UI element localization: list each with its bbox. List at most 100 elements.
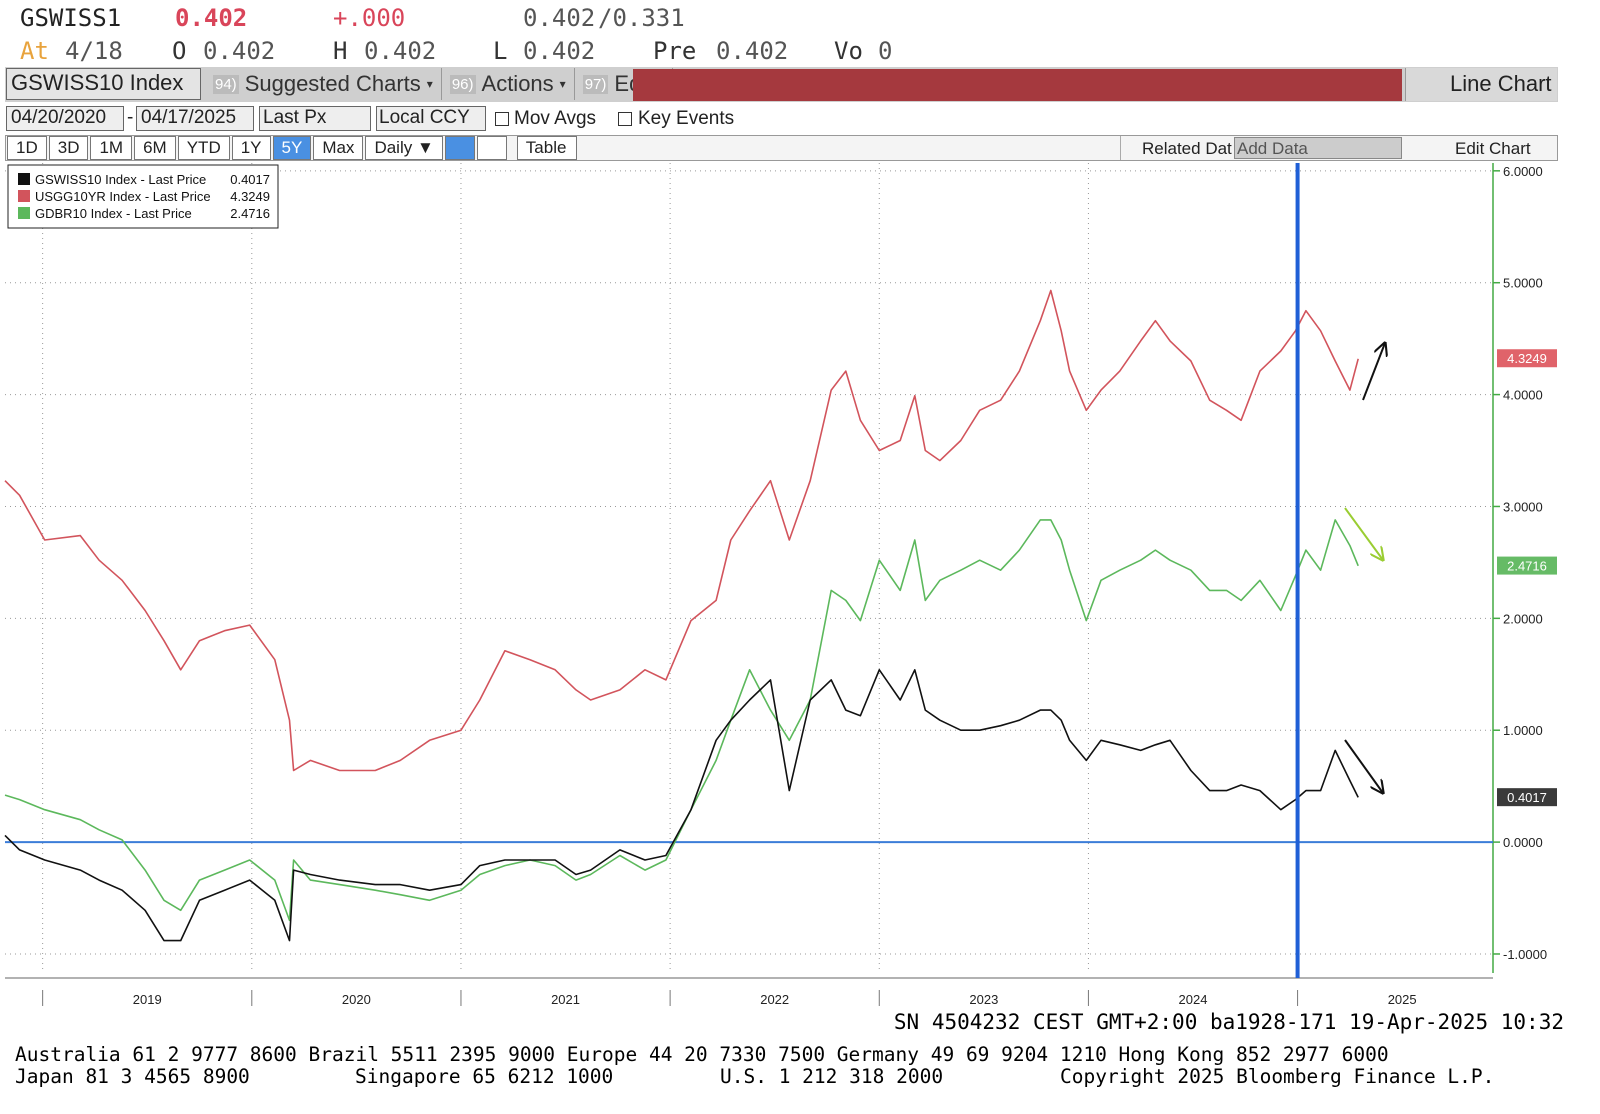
legend-value: 2.4716 bbox=[230, 206, 270, 221]
y-tick-label: -1.0000 bbox=[1503, 947, 1547, 962]
y-tick-label: 0.0000 bbox=[1503, 835, 1543, 850]
menu-number: 94) bbox=[213, 74, 239, 94]
security-field[interactable] bbox=[6, 68, 201, 100]
annotation-arrow bbox=[1362, 343, 1385, 401]
series-line bbox=[4, 669, 1359, 942]
period-button[interactable]: 1Y bbox=[231, 136, 271, 160]
y-tick-label: 2.0000 bbox=[1503, 611, 1543, 626]
x-tick-label: 2020 bbox=[342, 992, 371, 1007]
y-tick-label: 4.0000 bbox=[1503, 388, 1543, 403]
x-tick-label: 2019 bbox=[133, 992, 162, 1007]
security: GSWISS10 Index bbox=[11, 70, 184, 95]
end-date: 04/17/2025 bbox=[141, 107, 237, 128]
contact: Japan 81 3 4565 8900 bbox=[15, 1065, 250, 1088]
currency-select[interactable] bbox=[376, 106, 486, 131]
legend-label: USGG10YR Index - Last Price bbox=[35, 189, 211, 204]
menu-number: 97) bbox=[582, 74, 609, 94]
x-tick-label: 2021 bbox=[551, 992, 580, 1007]
legend-swatch bbox=[18, 207, 30, 219]
legend-value: 4.3249 bbox=[230, 189, 270, 204]
chart-type: Line Chart bbox=[1450, 71, 1552, 96]
plot-area: -1.0000 0.0000 1.0000 2.0000 3.0000 4.0000 5.0… bbox=[4, 163, 1557, 1007]
dropdown-icon: ▾ bbox=[426, 77, 433, 91]
status-line: SN 4504232 CEST GMT+2:00 ba1928-171 19-A… bbox=[893, 1010, 1564, 1034]
dropdown-icon: ▼ bbox=[412, 138, 434, 157]
menu-button[interactable]: 96) Actions ▾ bbox=[442, 68, 575, 100]
key-events: Key Events bbox=[638, 108, 735, 129]
pre-label: Pre bbox=[653, 37, 697, 65]
checkbox[interactable] bbox=[618, 112, 632, 126]
menu-button[interactable]: 94) Suggested Charts ▾ bbox=[205, 68, 442, 100]
period-button[interactable]: 5Y bbox=[272, 136, 312, 160]
related-button[interactable] bbox=[1120, 136, 1232, 160]
at-date: 4/18 bbox=[65, 37, 123, 65]
low-label: L bbox=[493, 37, 508, 65]
frequency: Daily bbox=[374, 138, 413, 157]
contact: Singapore 65 6212 1000 bbox=[355, 1065, 614, 1088]
series-line bbox=[4, 289, 1359, 772]
y-tick-label: 5.0000 bbox=[1503, 276, 1543, 291]
last-value-tag bbox=[1497, 788, 1557, 807]
x-tick-label: 2023 bbox=[969, 992, 998, 1007]
open-label: O bbox=[172, 37, 187, 65]
last-value-tag bbox=[1497, 349, 1557, 368]
contacts: Australia 61 2 9777 8600 Brazil 5511 239… bbox=[15, 1043, 1389, 1066]
bid: 0.402 bbox=[523, 4, 596, 32]
legend-swatch bbox=[18, 190, 30, 202]
x-tick-label: 2024 bbox=[1179, 992, 1208, 1007]
y-tick-label: 1.0000 bbox=[1503, 723, 1543, 738]
field-select[interactable] bbox=[259, 106, 371, 131]
menu-label: Actions bbox=[481, 71, 554, 96]
period-button[interactable]: 6M bbox=[134, 136, 176, 160]
mov-avgs: Mov Avgs bbox=[514, 108, 597, 129]
period-button[interactable]: 1M bbox=[90, 136, 133, 160]
add-data: Add Data bbox=[1237, 139, 1308, 158]
ticker: GSWISS1 bbox=[20, 4, 122, 32]
period-buttons: 1D 3D 1M 6M YTD 1Y 5Y Max Daily ▼ Table bbox=[7, 136, 579, 160]
title-bar bbox=[633, 69, 1402, 101]
edit-chart[interactable]: Edit Chart bbox=[1455, 139, 1531, 158]
open: 0.402 bbox=[203, 37, 276, 65]
ask: /0.331 bbox=[598, 4, 685, 32]
last-value-label: 0.4017 bbox=[1507, 790, 1547, 805]
y-tick-label: 3.0000 bbox=[1503, 499, 1543, 514]
copyright: Copyright 2025 Bloomberg Finance L.P. bbox=[1060, 1065, 1495, 1088]
x-tick-label: 2022 bbox=[760, 992, 789, 1007]
y-tick-label: 6.0000 bbox=[1503, 164, 1543, 179]
chart-type-button[interactable] bbox=[1405, 68, 1557, 101]
annotation-arrow bbox=[1344, 507, 1383, 560]
view-button[interactable] bbox=[444, 136, 475, 160]
currency: Local CCY bbox=[379, 107, 470, 128]
change: +.000 bbox=[333, 4, 406, 32]
last-value-label: 4.3249 bbox=[1507, 351, 1547, 366]
start-date-field[interactable] bbox=[6, 106, 124, 131]
end-date-field[interactable] bbox=[136, 106, 254, 131]
legend-label: GSWISS10 Index - Last Price bbox=[35, 172, 206, 187]
menu-bar: 94)Suggested Charts▾96)Actions▾97)Edit▾ bbox=[205, 68, 674, 100]
low: 0.402 bbox=[523, 37, 596, 65]
period-button[interactable]: YTD bbox=[177, 136, 230, 160]
view-button[interactable] bbox=[476, 136, 507, 160]
field: Last Px bbox=[263, 107, 327, 128]
period-button[interactable]: Max bbox=[313, 136, 364, 160]
checkbox[interactable] bbox=[495, 112, 509, 126]
legend-label: GDBR10 Index - Last Price bbox=[35, 206, 192, 221]
vol-label: Vo bbox=[834, 37, 863, 65]
x-tick-label: 2025 bbox=[1388, 992, 1417, 1007]
series-line bbox=[4, 519, 1359, 922]
period-button[interactable]: 3D bbox=[48, 136, 89, 160]
period-button[interactable]: 1D bbox=[7, 136, 47, 160]
at-label: At bbox=[20, 37, 49, 65]
last-value-tag bbox=[1497, 556, 1557, 575]
high: 0.402 bbox=[364, 37, 437, 65]
legend-box bbox=[7, 164, 279, 229]
add-data-field[interactable] bbox=[1234, 137, 1402, 159]
vol: 0 bbox=[878, 37, 893, 65]
legend-swatch bbox=[18, 173, 30, 185]
menu-label: Suggested Charts bbox=[244, 71, 421, 96]
last-price: 0.402 bbox=[175, 4, 248, 32]
frequency-button[interactable]: Daily ▼ bbox=[365, 136, 443, 160]
table-button[interactable]: Table bbox=[516, 136, 577, 160]
